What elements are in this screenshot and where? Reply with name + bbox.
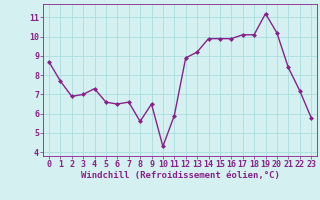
X-axis label: Windchill (Refroidissement éolien,°C): Windchill (Refroidissement éolien,°C) [81, 171, 279, 180]
